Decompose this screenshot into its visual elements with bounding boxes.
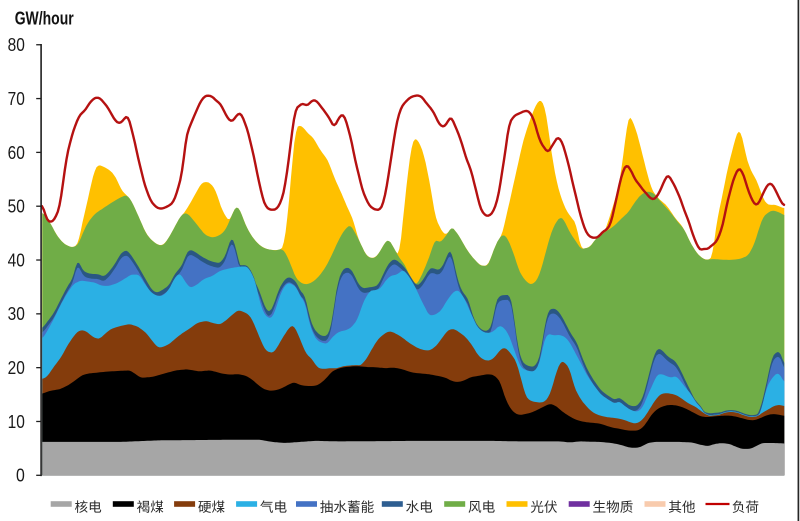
svg-text:80: 80 (8, 35, 25, 55)
svg-text:0: 0 (16, 466, 25, 486)
svg-text:40: 40 (8, 250, 25, 270)
svg-text:60: 60 (8, 143, 25, 163)
svg-text:70: 70 (8, 89, 25, 109)
svg-text:GW/hour: GW/hour (15, 9, 74, 29)
svg-text:30: 30 (8, 304, 25, 324)
svg-text:20: 20 (8, 358, 25, 378)
svg-text:10: 10 (8, 412, 25, 432)
svg-text:50: 50 (8, 197, 25, 217)
